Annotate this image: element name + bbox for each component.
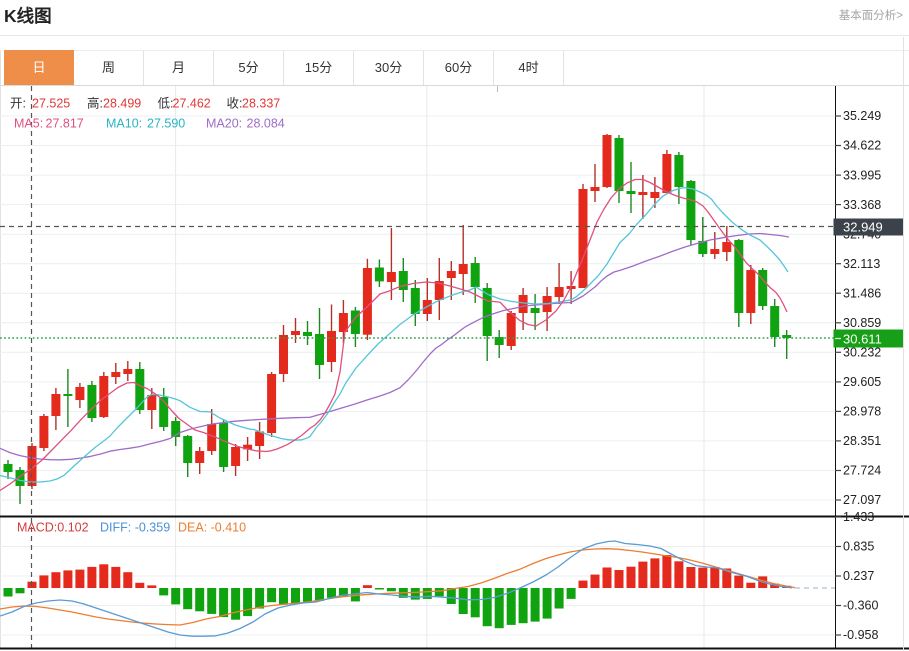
svg-text:低:: 低:: [158, 97, 174, 111]
svg-text:27.525: 27.525: [32, 97, 70, 111]
svg-text:28.351: 28.351: [843, 434, 881, 448]
svg-text:35.249: 35.249: [843, 109, 881, 123]
svg-text:高:: 高:: [87, 96, 103, 111]
svg-text:MA20:: MA20:: [206, 117, 242, 131]
svg-text:27.590: 27.590: [147, 117, 185, 131]
svg-text:MA10:: MA10:: [106, 117, 142, 131]
svg-text:27.817: 27.817: [46, 117, 84, 131]
svg-text:30.232: 30.232: [843, 346, 881, 360]
svg-text:30.859: 30.859: [843, 316, 881, 330]
svg-text:0.237: 0.237: [843, 569, 874, 583]
svg-text:DEA: -0.410: DEA: -0.410: [178, 521, 246, 535]
svg-text:MACD:0.102: MACD:0.102: [17, 521, 89, 535]
svg-text:MA5:: MA5:: [14, 117, 43, 131]
svg-text:33.368: 33.368: [843, 198, 881, 212]
svg-text:-0.360: -0.360: [843, 599, 878, 613]
svg-text:28.337: 28.337: [242, 97, 280, 111]
svg-text:28.084: 28.084: [247, 117, 285, 131]
svg-text:32.113: 32.113: [843, 257, 880, 271]
svg-text:34.622: 34.622: [843, 139, 881, 153]
svg-text:27.097: 27.097: [843, 493, 881, 507]
svg-text:-0.958: -0.958: [843, 628, 878, 642]
svg-text:0.835: 0.835: [843, 540, 874, 554]
svg-text:27.724: 27.724: [843, 464, 881, 478]
svg-text:28.978: 28.978: [843, 405, 881, 419]
svg-text:28.499: 28.499: [103, 97, 141, 111]
svg-text:30.611: 30.611: [843, 332, 882, 347]
svg-text:DIFF: -0.359: DIFF: -0.359: [100, 521, 170, 535]
svg-text:收:: 收:: [227, 97, 243, 111]
svg-text:29.605: 29.605: [843, 375, 881, 389]
svg-text:33.995: 33.995: [843, 168, 881, 182]
svg-text:开:: 开:: [10, 97, 26, 111]
svg-text:27.462: 27.462: [173, 97, 211, 111]
svg-text:32.949: 32.949: [843, 220, 883, 235]
svg-text:1.433: 1.433: [843, 510, 874, 524]
svg-text:31.486: 31.486: [843, 286, 881, 300]
